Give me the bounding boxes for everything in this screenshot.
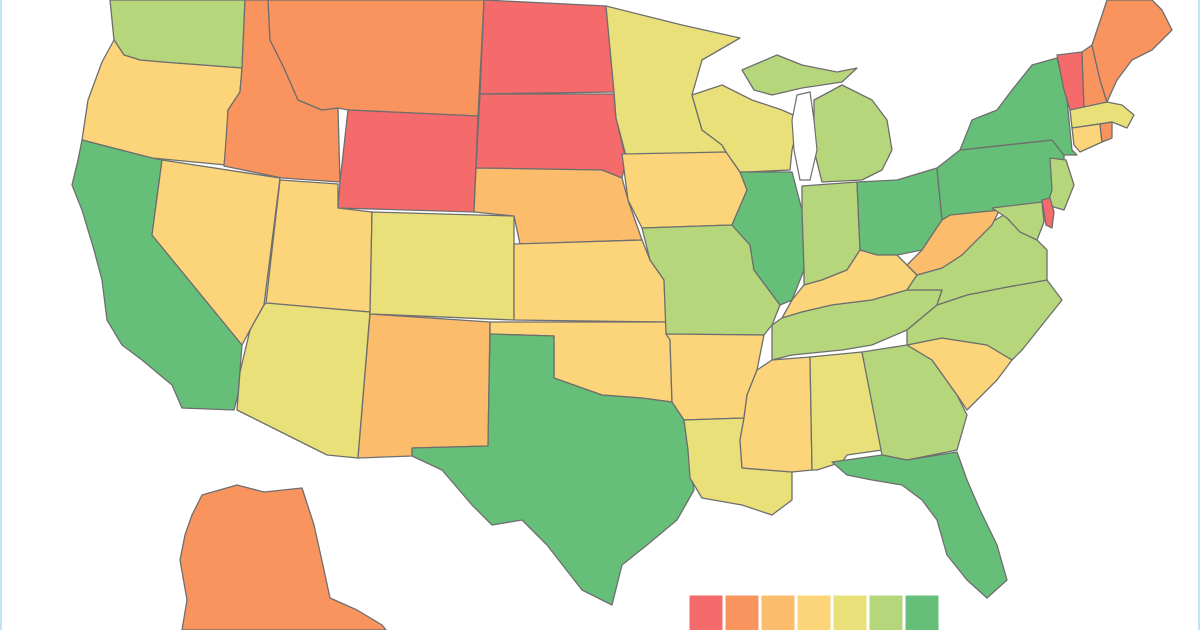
state-AK[interactable] (179, 484, 387, 630)
state-NY[interactable] (959, 57, 1078, 156)
state-AZ[interactable] (236, 302, 371, 459)
state-ME[interactable] (1091, 0, 1173, 103)
state-FL[interactable] (831, 451, 1008, 599)
legend-swatch-4 (794, 592, 834, 630)
state-MI[interactable] (741, 54, 893, 183)
state-CO[interactable] (369, 211, 515, 321)
states-layer (71, 0, 1173, 630)
state-WY[interactable] (337, 109, 479, 213)
legend-swatch-1 (686, 592, 726, 630)
state-IA[interactable] (621, 151, 748, 229)
legend-swatch-5 (830, 592, 870, 630)
legend-swatch-2 (722, 592, 762, 630)
state-CT[interactable] (1071, 123, 1103, 153)
great-lakes (791, 91, 818, 181)
color-legend (686, 592, 942, 630)
legend-swatch-7 (902, 592, 942, 630)
state-RI[interactable] (1099, 121, 1113, 143)
state-DE[interactable] (1041, 197, 1055, 229)
state-KS[interactable] (513, 239, 667, 323)
state-ND[interactable] (479, 0, 615, 95)
legend-swatch-6 (866, 592, 906, 630)
state-WI[interactable] (691, 84, 801, 173)
state-NM[interactable] (357, 313, 491, 459)
state-NJ[interactable] (1046, 157, 1075, 211)
state-TX[interactable] (411, 333, 695, 606)
legend-swatch-3 (758, 592, 798, 630)
state-SD[interactable] (475, 93, 627, 179)
lake-michigan (791, 91, 818, 181)
state-MT[interactable] (267, 0, 485, 117)
state-IL[interactable] (731, 171, 805, 306)
